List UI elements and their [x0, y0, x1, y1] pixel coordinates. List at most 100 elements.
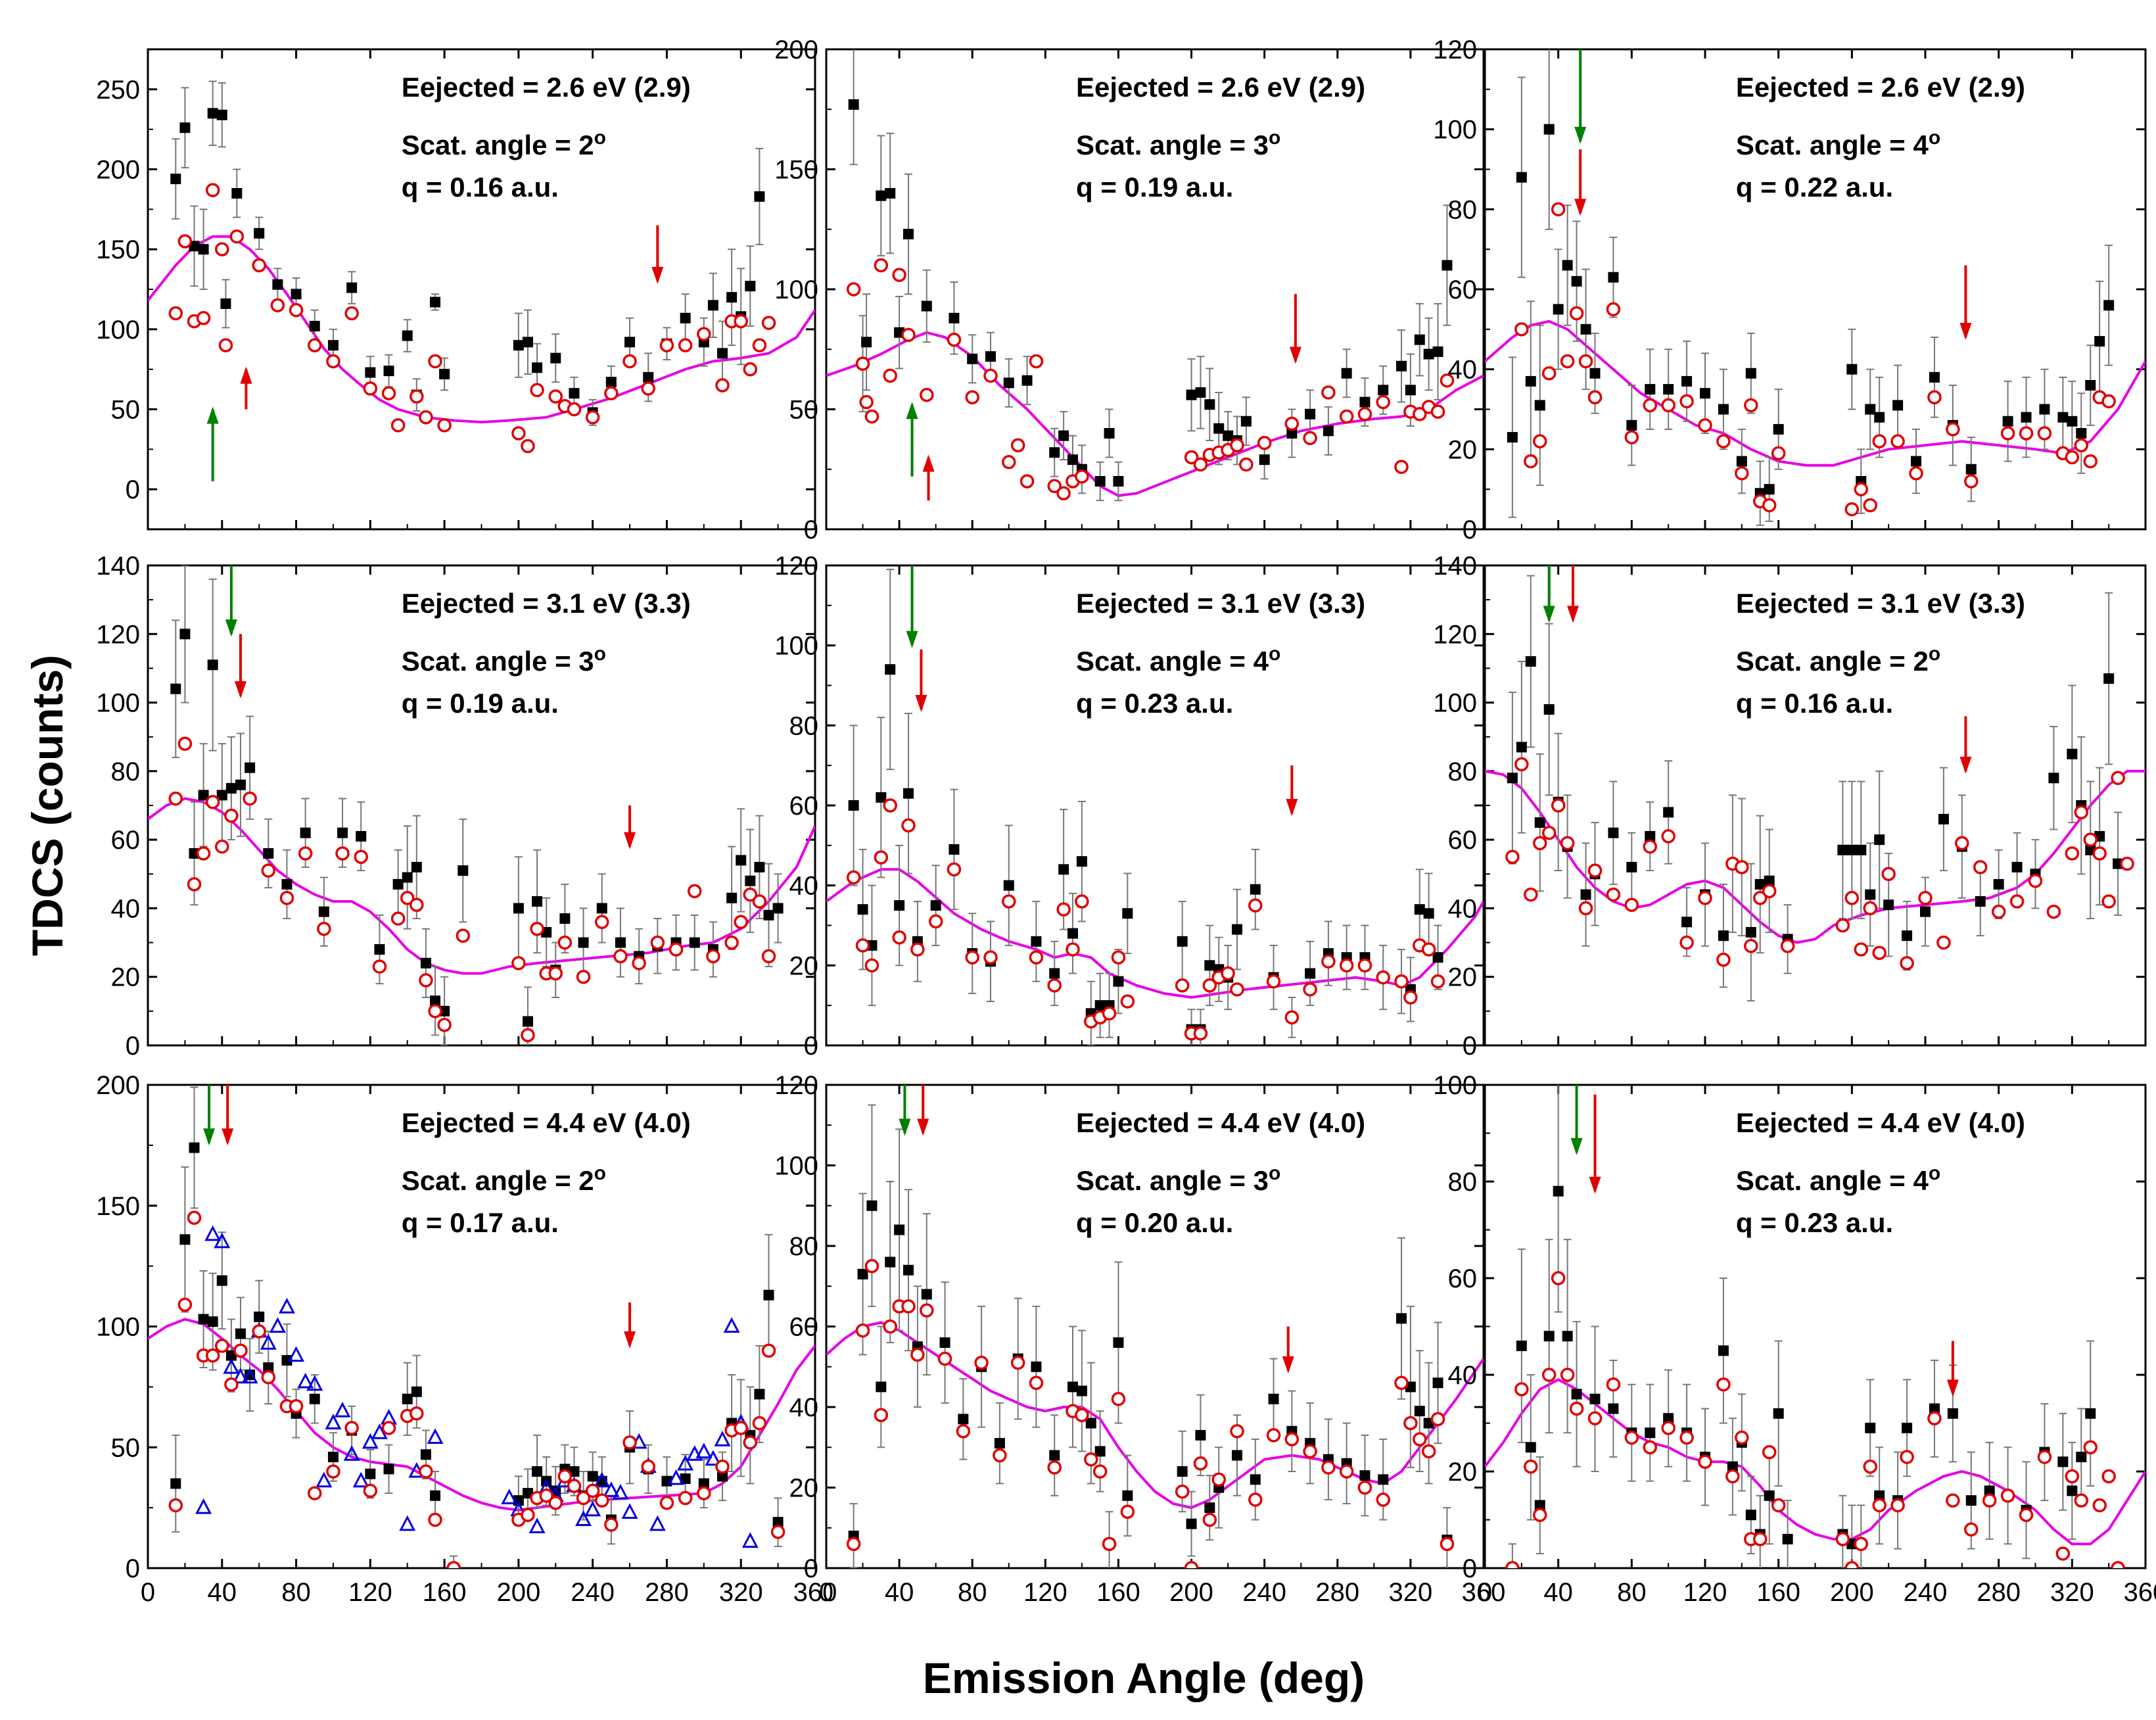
- theory-point: [1239, 457, 1254, 472]
- theory-point: [983, 368, 998, 383]
- theory-point: [205, 795, 220, 809]
- theory-point: [1725, 1469, 1740, 1484]
- experiment-point: [235, 1328, 246, 1339]
- experiment-point: [615, 937, 626, 948]
- red-arrow-head: [1959, 323, 1972, 340]
- theory-point: [947, 332, 962, 347]
- theory-point: [410, 389, 424, 404]
- theory-point: [659, 1496, 674, 1510]
- experiment-point: [876, 190, 887, 201]
- red-arrow-head: [624, 832, 636, 849]
- triangle-point: [612, 1483, 629, 1500]
- experiment-point: [903, 229, 914, 240]
- experiment-point: [1534, 1500, 1545, 1511]
- theory-point: [1029, 1375, 1044, 1390]
- y-tick-label: 100: [1433, 1071, 1477, 1100]
- theory-point: [521, 439, 535, 454]
- theory-point: [335, 846, 350, 861]
- experiment-point: [754, 191, 765, 202]
- triangle-point: [584, 1500, 601, 1517]
- experiment-point: [1764, 1490, 1775, 1501]
- experiment-point: [1232, 1450, 1242, 1461]
- theory-point: [400, 891, 415, 905]
- y-tick-label: 120: [774, 552, 818, 581]
- theory-point: [1184, 1561, 1199, 1568]
- experiment-point: [1874, 1490, 1885, 1501]
- triangle-point: [575, 1510, 592, 1526]
- x-tick-label: 320: [719, 1578, 763, 1607]
- annotation-energy: Eejected = 3.1 eV (3.3): [1076, 588, 1365, 619]
- theory-point: [1230, 438, 1244, 452]
- experiment-point: [235, 779, 246, 790]
- theory-point: [168, 791, 183, 806]
- theory-point: [1321, 954, 1336, 968]
- theory-point: [1430, 404, 1445, 419]
- theory-point: [279, 891, 294, 905]
- theory-point: [1413, 407, 1427, 421]
- red-arrow-head: [922, 454, 935, 472]
- theory-point: [557, 1469, 573, 1484]
- y-tick-label: 0: [126, 475, 140, 504]
- red-arrow-head: [915, 695, 927, 712]
- experiment-point: [309, 1393, 320, 1404]
- triangle-point: [352, 1471, 369, 1488]
- annotation-q: q = 0.22 a.u.: [1736, 172, 1893, 203]
- experiment-point: [939, 1337, 950, 1348]
- theory-point: [1102, 1537, 1117, 1551]
- y-tick-label: 120: [1433, 36, 1477, 64]
- theory-point: [2000, 426, 2015, 441]
- annotation-energy: Eejected = 4.4 eV (4.0): [402, 1107, 691, 1138]
- theory-point: [2092, 1498, 2107, 1513]
- experiment-point: [1359, 1470, 1371, 1481]
- experiment-point: [2067, 416, 2078, 427]
- experiment-point: [1423, 908, 1434, 919]
- experiment-point: [532, 896, 543, 907]
- theory-point: [1541, 366, 1557, 381]
- theory-point: [678, 338, 693, 352]
- theory-point: [2083, 1440, 2097, 1454]
- theory-point: [511, 426, 526, 441]
- theory-point: [1514, 322, 1529, 337]
- theory-point: [317, 921, 331, 936]
- experiment-point: [1865, 889, 1876, 900]
- y-tick-label: 20: [789, 951, 819, 980]
- theory-point: [2074, 1493, 2089, 1508]
- experiment-point: [392, 878, 404, 890]
- theory-point: [761, 1343, 776, 1358]
- theory-point: [354, 849, 368, 864]
- experiment-point: [309, 320, 320, 331]
- experiment-point: [949, 312, 960, 323]
- experiment-point: [1608, 272, 1619, 283]
- experiment-point: [1553, 1185, 1564, 1197]
- y-tick-label: 40: [789, 872, 819, 901]
- experiment-point: [245, 762, 256, 773]
- theory-point: [205, 183, 220, 197]
- experiment-point: [1929, 1403, 1940, 1414]
- experiment-point: [532, 1466, 543, 1477]
- theory-point: [1120, 994, 1135, 1009]
- experiment-point: [2103, 673, 2115, 684]
- experiment-point: [170, 683, 181, 694]
- experiment-point: [1359, 396, 1371, 408]
- experiment-point: [1663, 384, 1674, 395]
- experiment-point: [2067, 748, 2078, 759]
- theory-point: [410, 897, 424, 912]
- theory-point: [1066, 942, 1080, 957]
- experiment-point: [1516, 1340, 1527, 1351]
- theory-point: [1918, 891, 1933, 905]
- theory-point: [937, 1351, 952, 1366]
- experiment-point: [281, 878, 293, 890]
- theory-point: [1376, 970, 1390, 985]
- theory-point: [1863, 901, 1877, 916]
- theory-point: [956, 1424, 971, 1439]
- theory-point: [650, 935, 665, 950]
- theory-point: [1202, 978, 1217, 993]
- x-tick-label: 200: [497, 1578, 541, 1607]
- experiment-point: [1378, 1474, 1389, 1485]
- theory-point: [1927, 390, 1942, 404]
- experiment-point: [1663, 1413, 1674, 1424]
- annotation-q: q = 0.17 a.u.: [402, 1207, 559, 1238]
- x-tick-label: 280: [645, 1578, 689, 1607]
